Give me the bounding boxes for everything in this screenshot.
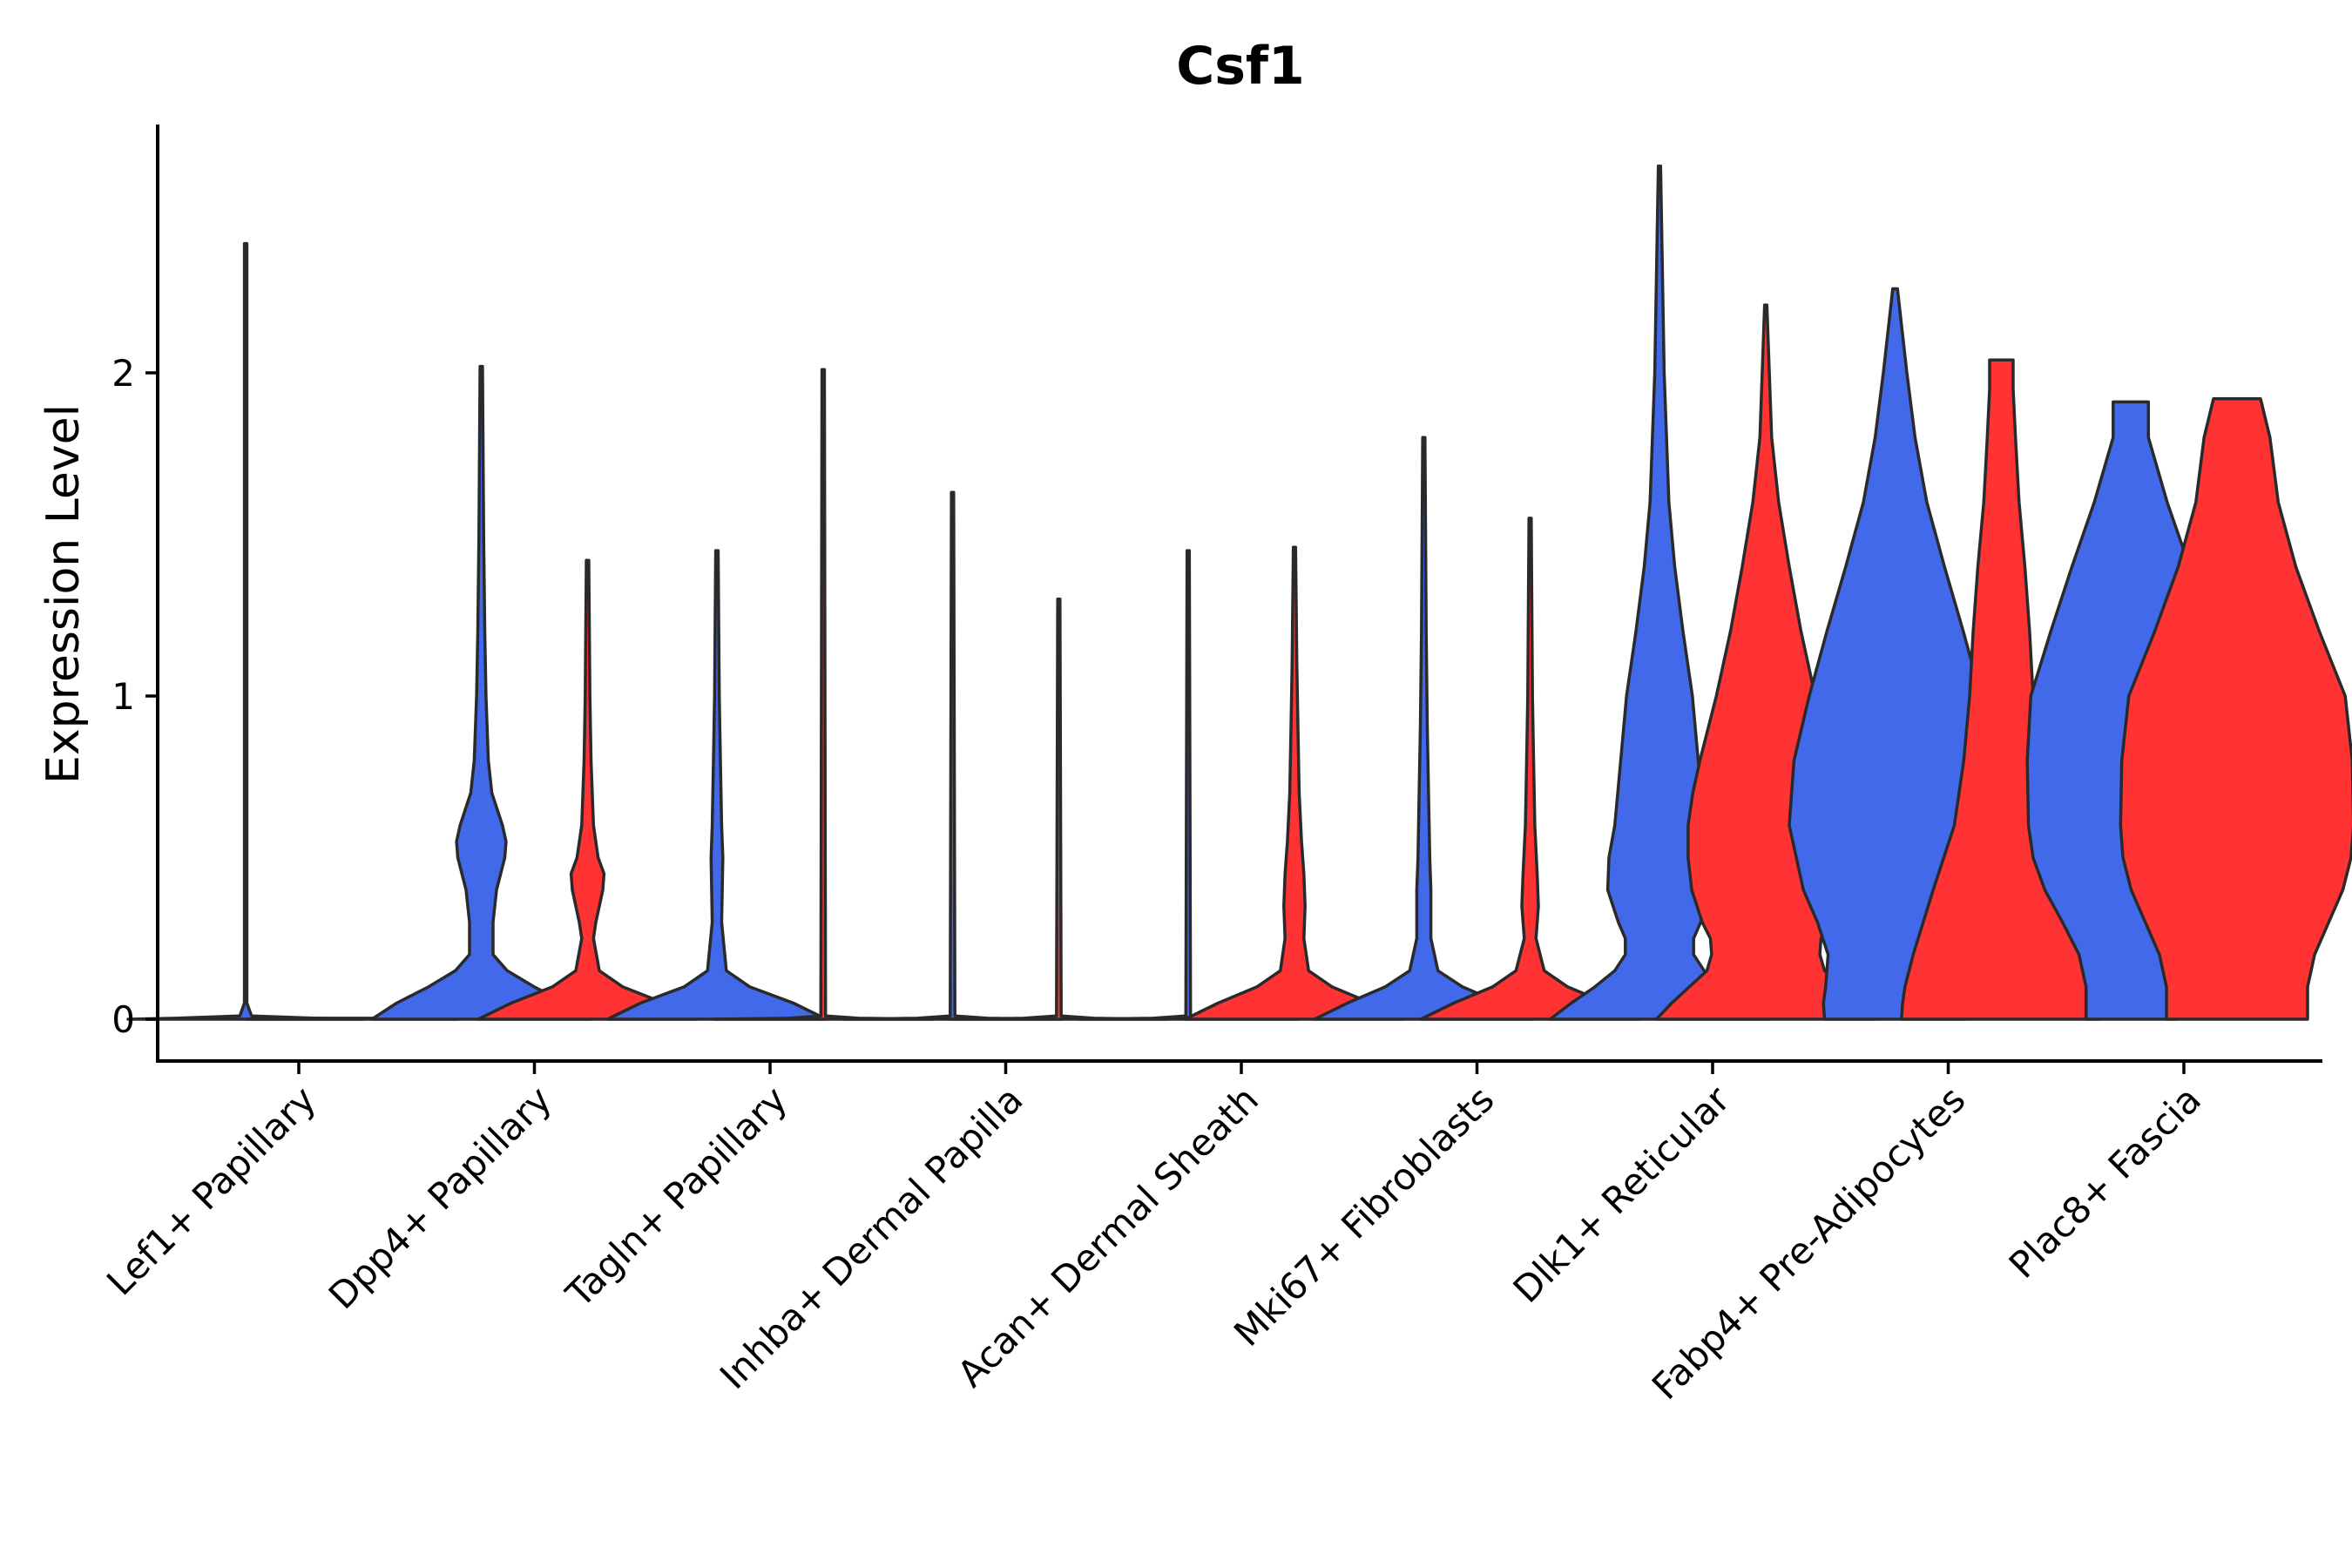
violin-blue-2 — [605, 549, 828, 1021]
x-tick-label-5: Mki67+ Fibroblasts — [1226, 1078, 1502, 1354]
x-tick-label-1: Dpp4+ Papillary — [321, 1078, 560, 1317]
violin-red-8 — [2119, 396, 2352, 1021]
violin-blue-3 — [841, 490, 1064, 1021]
chart-title: Csf1 — [1176, 36, 1305, 97]
violins-group — [126, 164, 2352, 1021]
violin-red-1 — [476, 558, 699, 1021]
violin-blue-6 — [1548, 164, 1771, 1021]
x-tick-label-0: Lef1+ Papillary — [98, 1078, 324, 1303]
y-tick-label-1: 1 — [112, 675, 135, 718]
y-tick-label-2: 2 — [112, 352, 135, 395]
violin-blue-1 — [370, 364, 592, 1021]
violin-red-3 — [948, 597, 1170, 1021]
x-tick-label-8: Plac8+ Fascia — [2001, 1078, 2209, 1286]
violin-red-2 — [712, 368, 935, 1021]
violin-blue-4 — [1077, 549, 1300, 1021]
violin-red-4 — [1183, 545, 1406, 1021]
y-axis-label: Expression Level — [37, 404, 90, 784]
x-tick-label-6: Dlk1+ Reticular — [1505, 1078, 1739, 1311]
violin-blue-0 — [126, 241, 365, 1021]
violin-blue-5 — [1313, 436, 1535, 1021]
x-tick-label-2: Tagln+ Papillary — [558, 1078, 795, 1315]
violin-red-5 — [1419, 517, 1641, 1021]
y-tick-label-0: 0 — [112, 998, 135, 1041]
y-ticks-group: 0 1 2 — [112, 352, 158, 1041]
